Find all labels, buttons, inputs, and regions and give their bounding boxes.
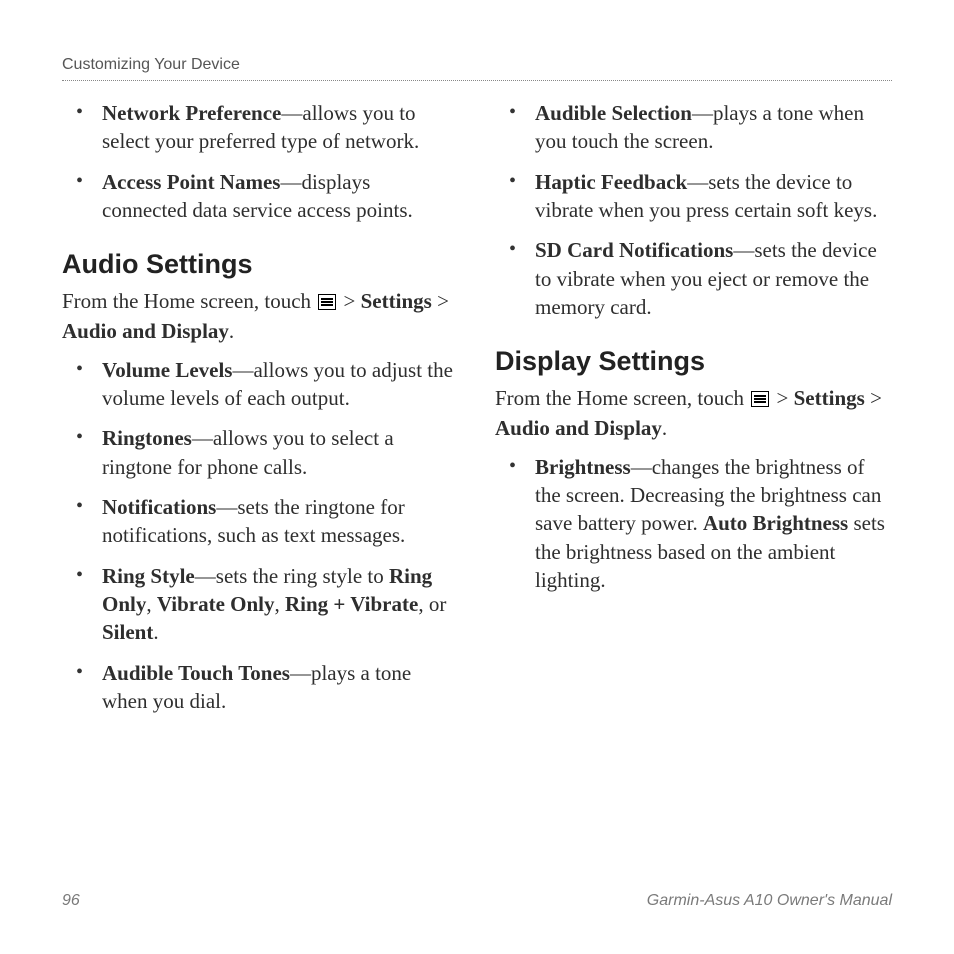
manual-page: Customizing Your Device Network Preferen… bbox=[0, 0, 954, 954]
lead-text: > bbox=[771, 386, 793, 410]
list-item: Audible Selection—plays a tone when you … bbox=[495, 99, 892, 156]
term: Network Preference bbox=[102, 101, 281, 125]
term: Notifications bbox=[102, 495, 216, 519]
sep: , bbox=[275, 592, 286, 616]
two-column-layout: Network Preference—allows you to select … bbox=[62, 91, 892, 727]
list-item: Ring Style—sets the ring style to Ring O… bbox=[62, 562, 459, 647]
list-item: Ringtones—allows you to select a rington… bbox=[62, 424, 459, 481]
term: Volume Levels bbox=[102, 358, 232, 382]
lead-settings: Settings bbox=[794, 386, 865, 410]
network-settings-list: Network Preference—allows you to select … bbox=[62, 99, 459, 224]
lead-aad: Audio and Display bbox=[62, 319, 229, 343]
section-header: Customizing Your Device bbox=[62, 56, 892, 81]
audio-lead: From the Home screen, touch > Settings >… bbox=[62, 287, 459, 346]
lead-text: From the Home screen, touch bbox=[495, 386, 749, 410]
opt: Vibrate Only bbox=[157, 592, 275, 616]
list-item: Network Preference—allows you to select … bbox=[62, 99, 459, 156]
display-lead: From the Home screen, touch > Settings >… bbox=[495, 384, 892, 443]
display-settings-heading: Display Settings bbox=[495, 343, 892, 379]
term: Audible Touch Tones bbox=[102, 661, 290, 685]
audio-settings-heading: Audio Settings bbox=[62, 246, 459, 282]
term: Ringtones bbox=[102, 426, 192, 450]
list-item: Access Point Names—displays connected da… bbox=[62, 168, 459, 225]
page-footer: 96 Garmin-Asus A10 Owner's Manual bbox=[62, 892, 892, 910]
lead-aad: Audio and Display bbox=[495, 416, 662, 440]
menu-icon bbox=[318, 289, 336, 317]
term: Access Point Names bbox=[102, 170, 280, 194]
desc-pre: —sets the ring style to bbox=[195, 564, 389, 588]
page-number: 96 bbox=[62, 892, 80, 910]
auto-brightness: Auto Brightness bbox=[703, 511, 848, 535]
lead-text: . bbox=[662, 416, 667, 440]
lead-text: . bbox=[229, 319, 234, 343]
term: Audible Selection bbox=[535, 101, 692, 125]
end: . bbox=[153, 620, 158, 644]
list-item: Audible Touch Tones—plays a tone when yo… bbox=[62, 659, 459, 716]
list-item: Notifications—sets the ringtone for noti… bbox=[62, 493, 459, 550]
display-settings-list: Brightness—changes the brightness of the… bbox=[495, 453, 892, 595]
lead-text: > bbox=[432, 289, 449, 313]
lead-text: > bbox=[865, 386, 882, 410]
term: Ring Style bbox=[102, 564, 195, 588]
sep: , or bbox=[418, 592, 446, 616]
audio-settings-list: Volume Levels—allows you to adjust the v… bbox=[62, 356, 459, 716]
term: Brightness bbox=[535, 455, 631, 479]
list-item: SD Card Notifications—sets the device to… bbox=[495, 236, 892, 321]
lead-text: From the Home screen, touch bbox=[62, 289, 316, 313]
term: SD Card Notifications bbox=[535, 238, 733, 262]
list-item: Brightness—changes the brightness of the… bbox=[495, 453, 892, 595]
list-item: Volume Levels—allows you to adjust the v… bbox=[62, 356, 459, 413]
left-column: Network Preference—allows you to select … bbox=[62, 91, 459, 727]
opt: Ring + Vibrate bbox=[285, 592, 418, 616]
opt: Silent bbox=[102, 620, 153, 644]
lead-text: > bbox=[338, 289, 360, 313]
term: Haptic Feedback bbox=[535, 170, 687, 194]
manual-title: Garmin-Asus A10 Owner's Manual bbox=[647, 892, 892, 910]
menu-icon bbox=[751, 386, 769, 414]
audio-settings-list-cont: Audible Selection—plays a tone when you … bbox=[495, 99, 892, 321]
list-item: Haptic Feedback—sets the device to vibra… bbox=[495, 168, 892, 225]
sep: , bbox=[146, 592, 157, 616]
lead-settings: Settings bbox=[361, 289, 432, 313]
right-column: Audible Selection—plays a tone when you … bbox=[495, 91, 892, 727]
